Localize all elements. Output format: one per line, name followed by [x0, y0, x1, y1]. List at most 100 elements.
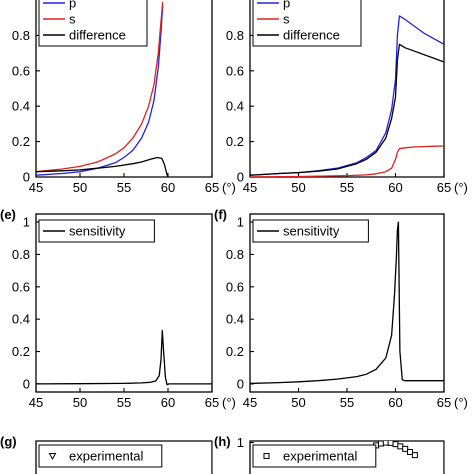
x-unit-label: (°) — [454, 180, 468, 195]
y-tick-label: 0 — [23, 170, 30, 185]
legend-entry: experimental — [283, 449, 358, 464]
legend-entry: sensitivity — [69, 224, 126, 239]
y-tick-label: 0.4 — [226, 99, 244, 114]
y-tick-label: 0.2 — [226, 134, 244, 149]
legend-entry: s — [69, 12, 76, 27]
data-point — [398, 444, 403, 449]
x-tick-label: 50 — [291, 395, 305, 410]
y-tick-label: 0.6 — [226, 63, 244, 78]
series-line-difference — [250, 44, 444, 175]
chart-panel-6: 1 (h) experimental — [214, 434, 444, 474]
data-point — [408, 450, 413, 455]
y-tick-label: 0.4 — [226, 312, 244, 327]
series-line-s — [250, 146, 444, 177]
x-tick-label: 50 — [73, 180, 87, 195]
axes-frame — [36, 441, 212, 474]
legend: sensitivity — [39, 220, 154, 242]
x-tick-label: 45 — [29, 180, 43, 195]
y-tick-label: 1 — [237, 215, 244, 230]
series-line-sensitivity — [250, 222, 444, 383]
x-tick-label: 65 — [437, 395, 451, 410]
y-tick-label: 0.2 — [12, 344, 30, 359]
y-tick-label: 0.2 — [226, 344, 244, 359]
plot-area — [36, 331, 212, 385]
y-tick-label: 1 — [237, 435, 244, 450]
series-line-p — [36, 5, 163, 175]
legend-entry: difference — [69, 28, 126, 43]
y-tick-label: 1 — [23, 215, 30, 230]
x-unit-label: (°) — [454, 395, 468, 410]
y-tick-label: 0 — [237, 376, 244, 391]
y-tick-label: 0.8 — [226, 28, 244, 43]
x-tick-label: 60 — [161, 395, 175, 410]
panel-label: (h) — [214, 434, 231, 449]
data-point — [403, 446, 408, 451]
y-tick-label: 0.2 — [12, 134, 30, 149]
x-tick-label: 50 — [73, 395, 87, 410]
legend-marker — [50, 454, 56, 460]
legend: sensitivity — [253, 220, 368, 242]
x-tick-label: 60 — [388, 395, 402, 410]
y-tick-label: 0.4 — [12, 312, 30, 327]
x-tick-label: 65 — [437, 180, 451, 195]
x-tick-label: 55 — [340, 395, 354, 410]
x-tick-label: 55 — [340, 180, 354, 195]
x-tick-label: 65 — [205, 395, 219, 410]
data-point — [412, 453, 417, 458]
x-tick-label: 55 — [117, 395, 131, 410]
x-tick-label: 45 — [243, 180, 257, 195]
legend-marker — [264, 454, 269, 459]
y-tick-label: 0.8 — [12, 247, 30, 262]
x-tick-label: 45 — [29, 395, 43, 410]
x-unit-label: (°) — [222, 395, 236, 410]
panel-label: (e) — [0, 207, 16, 222]
y-tick-label: 0.8 — [12, 28, 30, 43]
y-tick-label: 0 — [237, 170, 244, 185]
x-tick-label: 55 — [117, 180, 131, 195]
x-tick-label: 45 — [243, 395, 257, 410]
series-line-difference — [36, 158, 168, 178]
legend-box — [253, 220, 368, 242]
axes-frame — [250, 441, 444, 474]
series-line-s — [36, 2, 163, 172]
x-unit-label: (°) — [222, 180, 236, 195]
legend-entry: p — [283, 0, 290, 11]
legend-entry: sensitivity — [283, 224, 340, 239]
chart-panel-5: (g) experimental — [0, 434, 212, 474]
data-point — [378, 441, 383, 446]
panel-label: (g) — [0, 434, 17, 449]
x-tick-label: 60 — [161, 180, 175, 195]
legend-box — [39, 0, 147, 46]
chart-panel-3: 45 50 55 60 65 (°) 0 0.2 0.4 0.6 0.8 1 (e) sensitivit… — [0, 207, 236, 410]
y-tick-label: 0.4 — [12, 99, 30, 114]
data-point — [388, 440, 393, 445]
legend-entry: difference — [283, 28, 340, 43]
x-tick-label: 65 — [205, 180, 219, 195]
y-tick-label: 0 — [23, 376, 30, 391]
plot-area — [250, 222, 444, 383]
legend: experimental — [253, 445, 376, 467]
legend: experimental — [39, 445, 162, 467]
legend-entry: experimental — [69, 449, 144, 464]
y-tick-label: 0.6 — [12, 279, 30, 294]
legend-box — [253, 0, 361, 46]
x-tick-label: 50 — [291, 180, 305, 195]
y-tick-label: 0.6 — [12, 63, 30, 78]
legend-box — [253, 445, 376, 467]
plot-area — [250, 16, 444, 177]
y-tick-label: 0.6 — [226, 279, 244, 294]
data-point — [393, 442, 398, 447]
plot-area — [36, 2, 168, 177]
y-tick-label: 0.8 — [226, 247, 244, 262]
x-tick-label: 60 — [388, 180, 402, 195]
chart-panel-4: 45 50 55 60 65 (°)00.20.40.60.81(f)sensitivit… — [214, 207, 468, 410]
legend-box — [39, 445, 162, 467]
panel-label: (f) — [214, 207, 227, 222]
legend-entry: s — [283, 12, 290, 27]
legend-entry: p — [69, 0, 76, 11]
